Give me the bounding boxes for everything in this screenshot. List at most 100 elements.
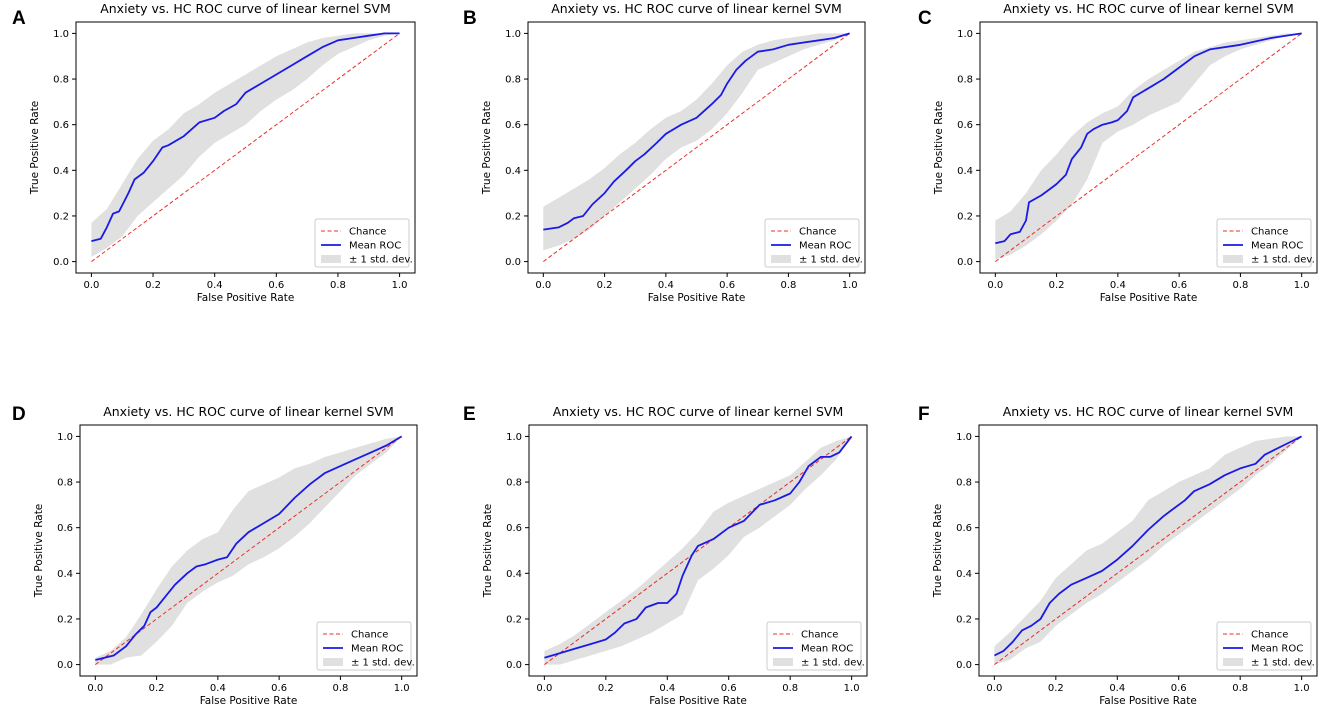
y-tick-label: 1.0	[57, 432, 73, 443]
chart-panel-a: A Anxiety vs. HC ROC curve of linear kern…	[12, 1, 416, 304]
chance-line	[543, 33, 850, 262]
chart-panel-e: E Anxiety vs. HC ROC curve of linear kern…	[463, 404, 868, 707]
y-tick-label: 0.2	[57, 614, 73, 625]
y-tick-label: 0.2	[505, 211, 521, 222]
x-tick-label: 0.2	[1048, 683, 1064, 694]
plot-frame	[79, 424, 418, 677]
x-tick-label: 0.8	[780, 280, 796, 291]
y-tick-label: 0.0	[505, 257, 521, 268]
x-tick-label: 0.2	[149, 683, 165, 694]
legend-entry: Chance	[1251, 630, 1288, 641]
legend-entry: Mean ROC	[349, 241, 401, 252]
panel-letter: F	[918, 404, 930, 425]
x-axis-label: False Positive Rate	[649, 695, 747, 707]
x-tick-label: 0.6	[721, 683, 737, 694]
x-tick-label: 0.4	[1110, 280, 1126, 291]
y-tick-label: 1.0	[505, 29, 521, 40]
legend-entry: Chance	[1251, 227, 1288, 238]
legend-entry: Chance	[351, 630, 388, 641]
legend: Chance Mean ROC ± 1 std. dev.	[766, 621, 865, 671]
x-tick-label: 0.4	[210, 683, 226, 694]
x-tick-label: 1.0	[1294, 683, 1310, 694]
x-tick-label: 0.2	[145, 280, 161, 291]
y-tick-label: 1.0	[506, 432, 522, 443]
y-tick-label: 0.8	[957, 75, 973, 86]
x-tick-label: 0.0	[535, 280, 551, 291]
x-tick-label: 0.2	[597, 280, 613, 291]
chart-panel-c: C Anxiety vs. HC ROC curve of linear kern…	[918, 1, 1318, 304]
chart-panel-b: B Anxiety vs. HC ROC curve of linear kern…	[463, 1, 866, 304]
x-tick-label: 0.2	[598, 683, 614, 694]
y-tick-label: 0.0	[53, 257, 69, 268]
legend-entry: Chance	[349, 227, 386, 238]
x-tick-label: 1.0	[844, 683, 860, 694]
x-tick-label: 0.6	[268, 280, 284, 291]
legend-entry: Chance	[801, 630, 838, 641]
y-tick-label: 0.2	[957, 211, 973, 222]
legend-entry: Mean ROC	[801, 644, 853, 655]
x-tick-label: 0.2	[1049, 280, 1065, 291]
mean-roc-line	[544, 435, 853, 659]
y-tick-label: 1.0	[957, 29, 973, 40]
y-axis-label: True Positive Rate	[29, 101, 41, 196]
chance-line	[91, 33, 400, 262]
legend-entry: Mean ROC	[1251, 241, 1303, 252]
x-tick-label: 0.6	[271, 683, 287, 694]
y-tick-label: 0.2	[53, 211, 69, 222]
mean-roc-line	[995, 32, 1302, 245]
chart-title: Anxiety vs. HC ROC curve of linear kerne…	[100, 1, 391, 16]
x-tick-label: 0.6	[1171, 683, 1187, 694]
y-tick-label: 0.6	[53, 120, 69, 131]
legend-std-swatch	[1223, 658, 1243, 666]
y-axis-label: True Positive Rate	[481, 101, 493, 196]
y-tick-label: 0.6	[505, 120, 521, 131]
y-tick-label: 1.0	[53, 29, 69, 40]
x-tick-label: 0.4	[1109, 683, 1125, 694]
y-tick-label: 0.8	[956, 478, 972, 489]
y-tick-label: 0.4	[957, 166, 973, 177]
y-tick-label: 0.6	[57, 523, 73, 534]
chart-panel-d: D Anxiety vs. HC ROC curve of linear kern…	[12, 404, 418, 707]
y-tick-label: 0.8	[506, 478, 522, 489]
y-tick-label: 0.0	[957, 257, 973, 268]
chart-title: Anxiety vs. HC ROC curve of linear kerne…	[553, 404, 844, 419]
y-tick-label: 0.6	[506, 523, 522, 534]
legend-std-swatch	[773, 658, 793, 666]
chance-line	[994, 436, 1302, 665]
x-tick-label: 0.8	[330, 280, 346, 291]
y-tick-label: 0.4	[57, 569, 73, 580]
x-axis-label: False Positive Rate	[1099, 695, 1197, 707]
legend-entry: Chance	[799, 227, 836, 238]
x-axis-label: False Positive Rate	[1100, 292, 1198, 304]
x-tick-label: 0.8	[332, 683, 348, 694]
y-tick-label: 0.4	[505, 166, 521, 177]
chance-line	[995, 33, 1302, 262]
y-tick-label: 0.0	[956, 660, 972, 671]
panel-letter: D	[12, 404, 26, 425]
x-tick-label: 1.0	[842, 280, 858, 291]
mean-roc-line	[993, 435, 1303, 657]
x-tick-label: 0.4	[207, 280, 223, 291]
std-dev-band	[995, 33, 1302, 260]
x-tick-label: 0.8	[782, 683, 798, 694]
x-tick-label: 0.8	[1232, 683, 1248, 694]
x-tick-label: 1.0	[394, 683, 410, 694]
legend-std-swatch	[771, 255, 791, 263]
x-tick-label: 0.4	[658, 280, 674, 291]
y-tick-label: 0.8	[53, 75, 69, 86]
x-tick-label: 0.6	[1171, 280, 1187, 291]
y-axis-label: True Positive Rate	[933, 101, 945, 196]
std-dev-band	[543, 33, 850, 251]
chart-title: Anxiety vs. HC ROC curve of linear kerne…	[551, 1, 842, 16]
y-tick-label: 0.8	[505, 75, 521, 86]
y-tick-label: 0.4	[956, 569, 972, 580]
y-tick-label: 0.4	[53, 166, 69, 177]
y-tick-label: 1.0	[956, 432, 972, 443]
x-tick-label: 0.0	[987, 280, 1003, 291]
legend-entry: Mean ROC	[799, 241, 851, 252]
x-axis-label: False Positive Rate	[648, 292, 746, 304]
x-tick-label: 0.0	[986, 683, 1002, 694]
chart-title: Anxiety vs. HC ROC curve of linear kerne…	[1003, 1, 1294, 16]
legend-entry: ± 1 std. dev.	[799, 255, 863, 266]
